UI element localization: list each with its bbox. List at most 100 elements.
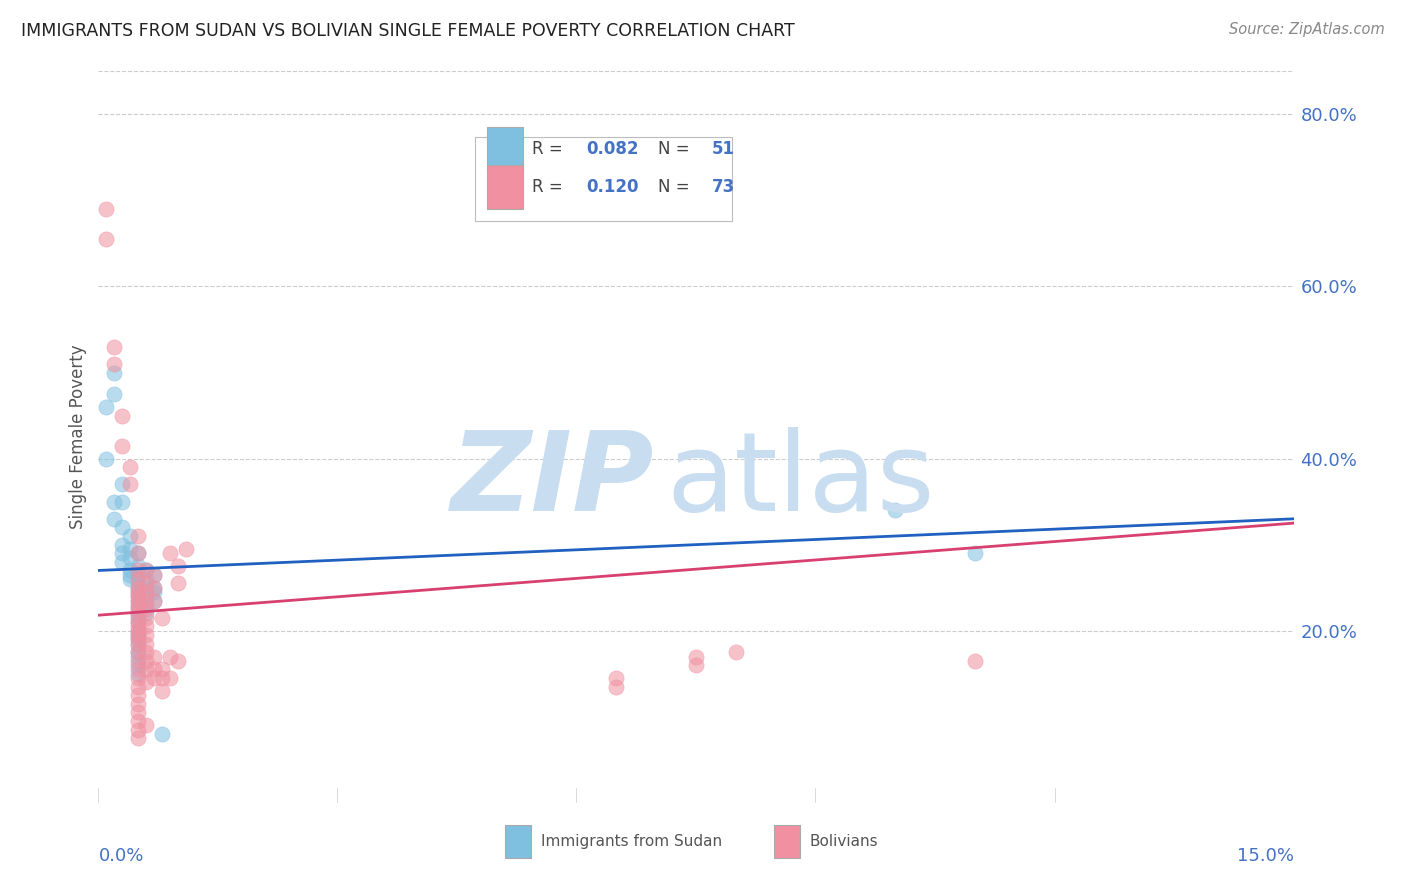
Point [103, 494, 125, 508]
Text: R =: R = [533, 140, 568, 158]
Text: Immigrants from Sudan: Immigrants from Sudan [541, 834, 721, 848]
Point [111, 409, 134, 423]
Point [127, 649, 149, 664]
Point [127, 546, 149, 560]
Point [127, 638, 149, 652]
Point [143, 585, 166, 599]
Point [150, 611, 173, 625]
Point [127, 576, 149, 591]
Point [167, 576, 190, 591]
Point [135, 619, 157, 633]
Text: 0.0%: 0.0% [98, 847, 143, 864]
Point [127, 546, 149, 560]
Point [127, 581, 149, 595]
Point [120, 550, 142, 565]
Text: ZIP: ZIP [451, 427, 654, 534]
Point [111, 494, 134, 508]
Point [174, 541, 197, 556]
Point [605, 671, 627, 685]
Point [135, 576, 157, 591]
Text: N =: N = [658, 140, 695, 158]
Text: N =: N = [658, 178, 695, 195]
Point [127, 723, 149, 737]
Point [150, 727, 173, 741]
Point [150, 671, 173, 685]
Point [111, 538, 134, 552]
Point [120, 567, 142, 582]
Text: Source: ZipAtlas.com: Source: ZipAtlas.com [1229, 22, 1385, 37]
Point [127, 581, 149, 595]
Point [127, 585, 149, 599]
Point [127, 628, 149, 642]
Point [135, 602, 157, 616]
Point [143, 662, 166, 676]
Point [127, 598, 149, 612]
Point [685, 658, 707, 673]
Text: atlas: atlas [666, 427, 935, 534]
Point [135, 675, 157, 690]
Point [143, 649, 166, 664]
Point [963, 654, 986, 668]
Point [135, 593, 157, 607]
Point [963, 546, 986, 560]
Bar [773, 825, 800, 858]
FancyBboxPatch shape [475, 137, 733, 221]
Point [127, 680, 149, 694]
Point [127, 632, 149, 647]
Point [120, 572, 142, 586]
Point [143, 593, 166, 607]
Text: R =: R = [533, 178, 568, 195]
Point [135, 598, 157, 612]
Point [150, 684, 173, 698]
Point [167, 654, 190, 668]
Point [127, 589, 149, 603]
Point [135, 564, 157, 578]
Point [135, 662, 157, 676]
Text: 0.120: 0.120 [586, 178, 638, 195]
Point [127, 564, 149, 578]
Point [135, 611, 157, 625]
Point [127, 624, 149, 638]
Point [127, 607, 149, 621]
Point [127, 645, 149, 659]
Bar [486, 127, 523, 171]
Point [111, 555, 134, 569]
Point [127, 632, 149, 647]
Point [143, 567, 166, 582]
Point [135, 628, 157, 642]
Point [127, 589, 149, 603]
Point [127, 662, 149, 676]
Text: 73: 73 [711, 178, 735, 195]
Text: 15.0%: 15.0% [1236, 847, 1294, 864]
Point [120, 460, 142, 475]
Point [127, 611, 149, 625]
Point [135, 572, 157, 586]
Point [111, 477, 134, 491]
Point [159, 671, 181, 685]
Y-axis label: Single Female Poverty: Single Female Poverty [69, 345, 87, 529]
Point [127, 593, 149, 607]
Point [143, 581, 166, 595]
Point [135, 585, 157, 599]
Point [127, 666, 149, 681]
Point [127, 645, 149, 659]
Point [135, 589, 157, 603]
Point [127, 599, 149, 614]
Point [143, 581, 166, 595]
Point [127, 615, 149, 629]
Point [127, 637, 149, 651]
Text: 0.082: 0.082 [586, 140, 638, 158]
Point [96, 451, 118, 466]
Point [127, 572, 149, 586]
Point [127, 731, 149, 746]
Point [127, 697, 149, 711]
Point [135, 654, 157, 668]
Point [127, 585, 149, 599]
Point [127, 567, 149, 582]
Point [96, 202, 118, 216]
Point [143, 593, 166, 607]
Point [127, 529, 149, 543]
Point [111, 439, 134, 453]
Point [127, 559, 149, 574]
Point [884, 503, 907, 517]
